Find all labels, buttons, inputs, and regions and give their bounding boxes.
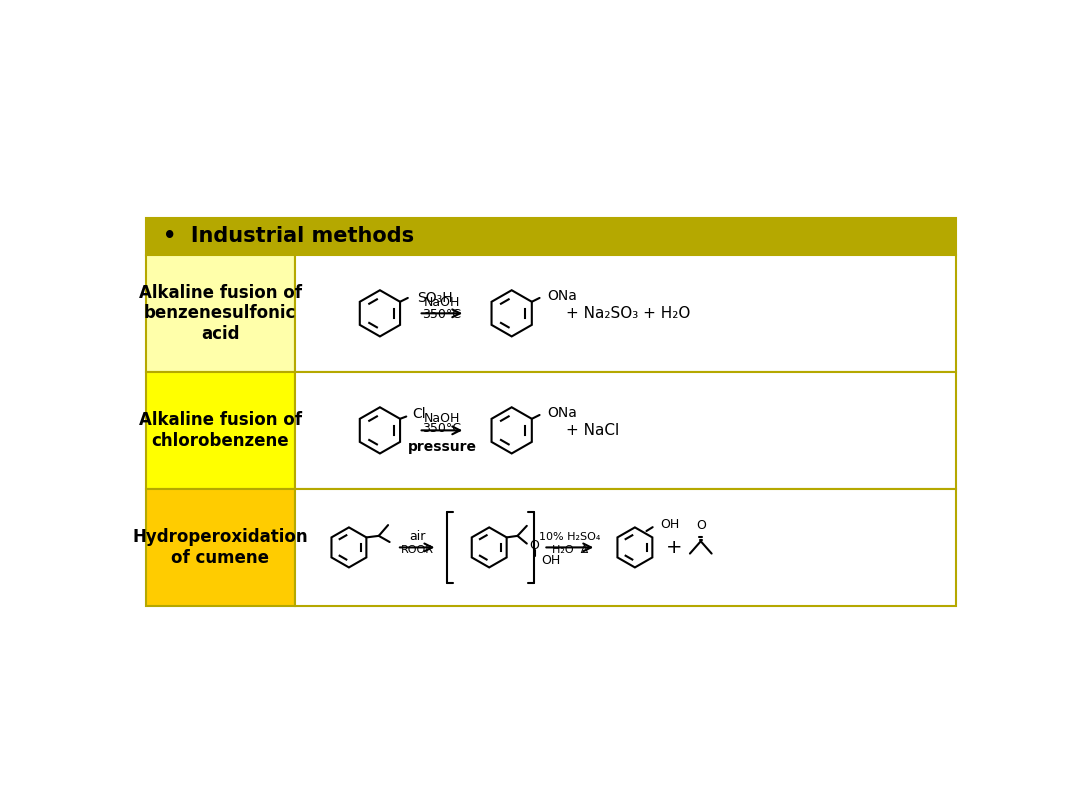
Text: NaOH: NaOH — [424, 296, 460, 309]
Text: OH: OH — [661, 519, 680, 532]
Bar — [146, 372, 294, 489]
Bar — [294, 489, 956, 606]
Bar — [146, 489, 294, 606]
Text: 350°C: 350°C — [422, 309, 462, 322]
Bar — [146, 218, 956, 255]
Bar — [146, 255, 294, 372]
Text: 10% H₂SO₄: 10% H₂SO₄ — [539, 532, 600, 541]
Text: •  Industrial methods: • Industrial methods — [163, 226, 415, 246]
Text: NaOH: NaOH — [424, 411, 460, 424]
Text: +: + — [666, 538, 682, 557]
Text: OH: OH — [540, 554, 560, 567]
Text: O: O — [696, 519, 706, 532]
Text: + Na₂SO₃ + H₂O: + Na₂SO₃ + H₂O — [566, 306, 691, 321]
Text: Hydroperoxidation
of cumene: Hydroperoxidation of cumene — [132, 528, 308, 566]
Text: Alkaline fusion of
benzenesulfonic
acid: Alkaline fusion of benzenesulfonic acid — [139, 284, 302, 343]
Text: Cl: Cl — [412, 407, 426, 421]
Bar — [294, 372, 956, 489]
Text: 350°C: 350°C — [422, 423, 462, 436]
Bar — [294, 255, 956, 372]
Text: + NaCl: + NaCl — [566, 423, 620, 438]
Text: pressure: pressure — [407, 440, 477, 454]
Text: O: O — [529, 539, 539, 552]
Text: ONa: ONa — [548, 288, 577, 303]
Text: ONa: ONa — [548, 406, 577, 419]
Text: ROOR: ROOR — [401, 545, 434, 555]
Text: H₂O  Δ: H₂O Δ — [552, 545, 587, 555]
Text: air: air — [409, 530, 425, 543]
Text: SO₃H: SO₃H — [417, 291, 453, 305]
Text: Alkaline fusion of
chlorobenzene: Alkaline fusion of chlorobenzene — [139, 411, 302, 450]
